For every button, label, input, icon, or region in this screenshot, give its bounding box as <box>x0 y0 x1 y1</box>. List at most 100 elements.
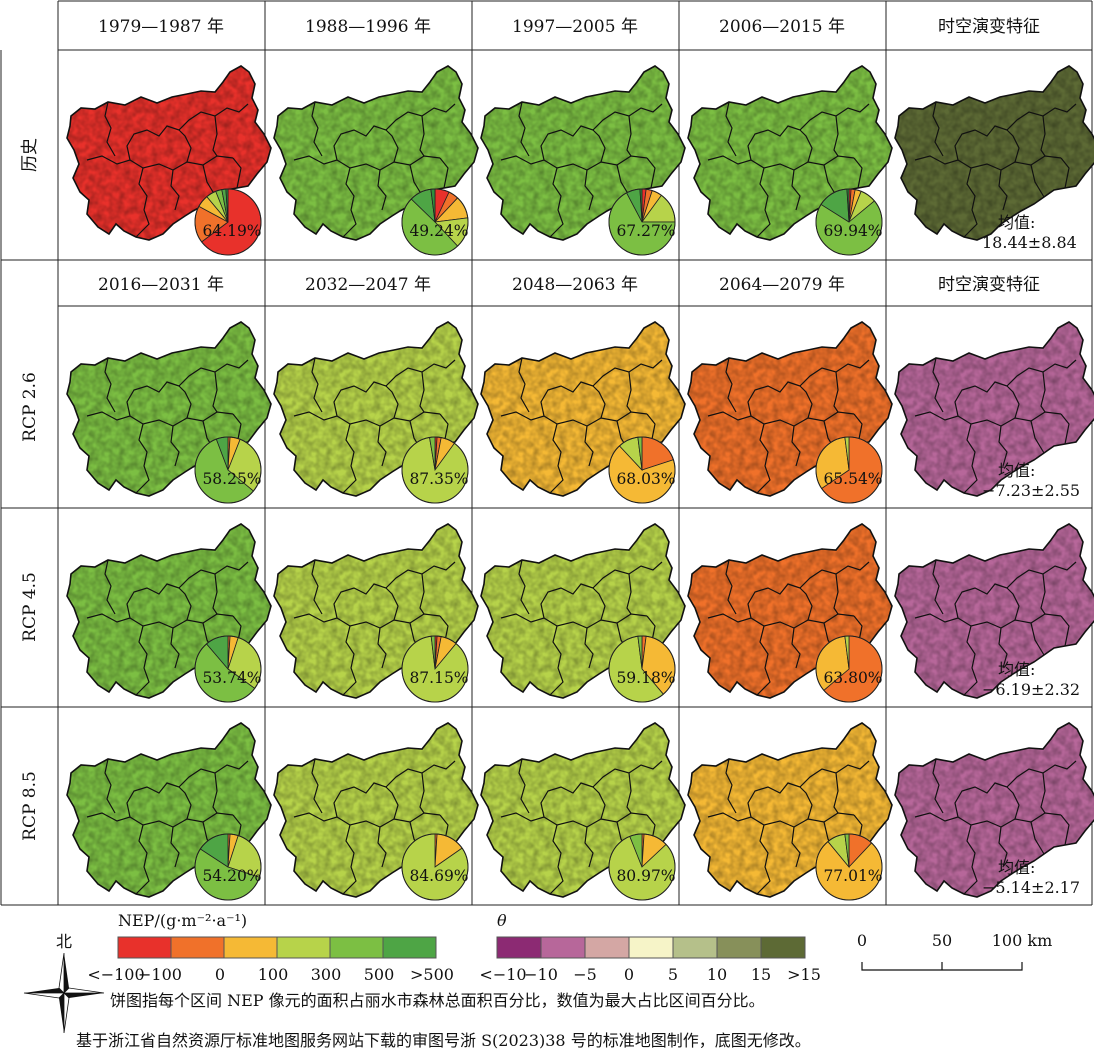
header-col-3: 1997—2005 年 <box>512 17 638 37</box>
nep-legend-ticks: <−100−100 0 100 300 500 >500 <box>87 965 454 984</box>
theta-legend-tick: >15 <box>787 965 821 984</box>
scale-tick-100: 100 km <box>992 931 1053 950</box>
scale-tick-50: 50 <box>932 931 952 950</box>
header-col-1: 1979—1987 年 <box>98 17 224 37</box>
pie-max-percent: 64.19% <box>202 222 261 240</box>
pie-chart <box>608 833 676 901</box>
pie-max-percent: 77.01% <box>823 867 882 885</box>
nep-legend-tick: 300 <box>311 965 342 984</box>
map-region <box>894 722 1094 898</box>
nep-legend-tick: 500 <box>364 965 395 984</box>
header-future-col-1: 2016—2031 年 <box>98 275 224 295</box>
theta-legend-swatch <box>672 936 718 959</box>
theta-mean-value: −6.19±2.32 <box>982 680 1080 699</box>
nep-legend-tick: −100 <box>138 965 182 984</box>
row-label-rcp45: RCP 4.5 <box>20 572 40 642</box>
pie-max-percent: 68.03% <box>616 470 675 488</box>
nep-legend-swatch <box>223 936 278 959</box>
nep-legend-swatch <box>117 936 172 959</box>
pie-chart <box>815 635 883 703</box>
pie-chart <box>194 188 262 256</box>
nep-map-cell: 64.19% <box>66 65 272 256</box>
nep-map-cell: 87.35% <box>273 321 479 504</box>
header-col-4: 2006—2015 年 <box>719 17 845 37</box>
pie-chart <box>401 635 469 703</box>
pie-max-percent: 54.20% <box>202 867 261 885</box>
pie-chart <box>401 188 469 256</box>
north-label: 北 <box>56 932 72 951</box>
pie-max-percent: 53.74% <box>202 669 261 687</box>
pie-max-percent: 87.35% <box>409 470 468 488</box>
scale-tick-0: 0 <box>857 931 867 950</box>
pie-max-percent: 67.27% <box>616 222 675 240</box>
theta-legend-ticks: <−10−10 −5 0 5 10 15 >15 <box>479 965 820 984</box>
header-col-5: 时空演变特征 <box>938 17 1040 37</box>
nep-legend-swatch <box>329 936 384 959</box>
note-map-source: 基于浙江省自然资源厅标准地图服务网站下载的审图号浙 S(2023)38 号的标准… <box>76 1031 811 1050</box>
header-future-col-2: 2032—2047 年 <box>305 275 431 295</box>
theta-mean-label: 均值: <box>998 660 1035 679</box>
pie-max-percent: 58.25% <box>202 470 261 488</box>
pie-chart <box>401 436 469 504</box>
nep-legend-tick: 0 <box>215 965 225 984</box>
theta-legend-swatch <box>540 936 586 959</box>
row-label-rcp26: RCP 2.6 <box>20 372 40 442</box>
theta-mean-label: 均值: <box>998 213 1035 232</box>
pie-max-percent: 49.24% <box>409 222 468 240</box>
row-labels: 历史 RCP 2.6 RCP 4.5 RCP 8.5 <box>20 138 40 841</box>
theta-legend-swatch <box>496 936 542 959</box>
column-headers-top: 1979—1987 年 1988—1996 年 1997—2005 年 2006… <box>98 17 1040 37</box>
pie-max-percent: 80.97% <box>616 867 675 885</box>
pie-chart <box>815 436 883 504</box>
header-future-col-4: 2064—2079 年 <box>719 275 845 295</box>
theta-mean-label: 均值: <box>998 858 1035 877</box>
pie-chart <box>608 188 676 256</box>
pie-chart <box>608 436 676 504</box>
nep-map-cell: 58.25% <box>66 321 272 504</box>
theta-mean-label: 均值: <box>998 461 1035 480</box>
theta-legend-swatch <box>628 936 674 959</box>
theta-legend-tick: −5 <box>573 965 597 984</box>
map-region <box>894 321 1094 497</box>
theta-legend-title: θ <box>497 911 507 930</box>
row-label-history: 历史 <box>20 138 40 172</box>
pie-chart <box>815 833 883 901</box>
nep-map-cell: 68.03% <box>480 321 686 504</box>
nep-legend-title: NEP/(g·m⁻²·a⁻¹) <box>118 911 247 930</box>
nep-legend-colorbar <box>117 936 437 959</box>
nep-legend-swatch <box>382 936 437 959</box>
pie-max-percent: 65.54% <box>823 470 882 488</box>
nep-map-cell: 80.97% <box>480 722 686 901</box>
nep-map-cell: 54.20% <box>66 722 272 901</box>
north-arrow: 北 <box>23 932 105 1034</box>
column-headers-bottom: 2016—2031 年 2032—2047 年 2048—2063 年 2064… <box>98 275 1040 295</box>
theta-legend-tick: <−10 <box>479 965 526 984</box>
pie-chart <box>401 833 469 901</box>
nep-legend-tick: >500 <box>410 965 454 984</box>
theta-legend-tick: −10 <box>524 965 558 984</box>
compass-icon <box>23 952 105 1034</box>
nep-map-cell: 49.24% <box>273 65 479 256</box>
pie-max-percent: 63.80% <box>823 669 882 687</box>
theta-legend-tick: 0 <box>624 965 634 984</box>
nep-legend-swatch <box>276 936 331 959</box>
nep-map-cell: 59.18% <box>480 523 686 703</box>
theta-map-cell: 均值:−6.19±2.32 <box>894 523 1094 699</box>
theta-legend-tick: 10 <box>707 965 727 984</box>
legend: NEP/(g·m⁻²·a⁻¹) <−100−100 0 100 300 500 >500 … <box>23 911 1053 1050</box>
nep-map-cell: 77.01% <box>687 722 893 901</box>
nep-map-cell: 65.54% <box>687 321 893 504</box>
nep-legend-tick: 100 <box>258 965 289 984</box>
note-pie-explanation: 饼图指每个区间 NEP 像元的面积占丽水市森林总面积百分比，数值为最大占比区间百… <box>110 991 765 1010</box>
pie-max-percent: 87.15% <box>409 669 468 687</box>
pie-chart <box>608 635 676 703</box>
header-col-2: 1988—1996 年 <box>305 17 431 37</box>
pie-chart <box>194 436 262 504</box>
theta-legend-swatch <box>716 936 762 959</box>
nep-map-cell: 87.15% <box>273 523 479 703</box>
theta-mean-value: −5.14±2.17 <box>982 878 1080 897</box>
scale-bar: 0 50 100 km <box>857 931 1053 971</box>
nep-map-cell: 53.74% <box>66 523 272 703</box>
header-future-col-3: 2048—2063 年 <box>512 275 638 295</box>
